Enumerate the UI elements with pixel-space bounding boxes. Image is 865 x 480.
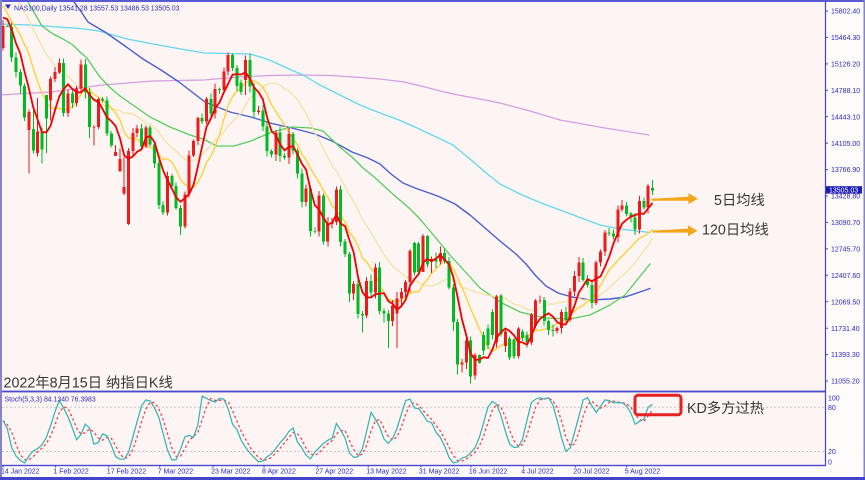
svg-text:13766.90: 13766.90 [831,167,860,174]
svg-text:11731.40: 11731.40 [831,326,860,333]
svg-text:13 May 2022: 13 May 2022 [366,469,407,476]
svg-text:12745.70: 12745.70 [831,247,860,254]
svg-text:1 Feb 2022: 1 Feb 2022 [53,469,89,476]
svg-text:13505.03: 13505.03 [829,187,858,194]
svg-text:100: 100 [828,395,840,402]
svg-text:5 Aug 2022: 5 Aug 2022 [625,469,661,476]
svg-text:NAS100,Daily 13541.28 13557.5: NAS100,Daily 13541.28 13557.53 13486.53 … [14,6,180,13]
svg-text:5日均线: 5日均线 [714,192,765,209]
svg-text:14443.10: 14443.10 [831,114,860,121]
svg-text:12069.50: 12069.50 [831,299,860,306]
svg-text:31 May 2022: 31 May 2022 [419,469,460,476]
svg-text:4 Jul 2022: 4 Jul 2022 [521,469,553,476]
svg-text:15126.20: 15126.20 [831,62,860,69]
svg-text:8 Apr 2022: 8 Apr 2022 [262,469,296,476]
svg-text:15464.30: 15464.30 [831,35,860,42]
svg-text:11055.20: 11055.20 [831,379,860,386]
svg-text:2022年8月15日 纳指日K线: 2022年8月15日 纳指日K线 [4,375,173,392]
svg-text:13090.70: 13090.70 [831,220,860,227]
svg-text:KD多方过热: KD多方过热 [687,400,764,417]
svg-text:14 Jan 2022: 14 Jan 2022 [1,469,40,476]
svg-text:12407.60: 12407.60 [831,273,860,280]
svg-text:17 Feb 2022: 17 Feb 2022 [107,469,146,476]
svg-text:13428.80: 13428.80 [831,194,860,201]
svg-text:27 Apr 2022: 27 Apr 2022 [315,469,353,476]
svg-text:11393.30: 11393.30 [831,352,860,359]
svg-text:80: 80 [828,405,836,412]
svg-text:20 Jul 2022: 20 Jul 2022 [573,469,609,476]
svg-text:14105.00: 14105.00 [831,141,860,148]
svg-text:23 Mar 2022: 23 Mar 2022 [211,469,250,476]
svg-text:120日均线: 120日均线 [702,222,769,239]
svg-text:14788.10: 14788.10 [831,88,860,95]
svg-text:Stoch(5,3,3) 84.1340 76.3983: Stoch(5,3,3) 84.1340 76.3983 [5,397,96,404]
svg-text:20: 20 [828,449,836,456]
svg-text:15802.40: 15802.40 [831,9,860,16]
svg-text:7 Mar 2022: 7 Mar 2022 [158,469,194,476]
svg-text:16 Jun 2022: 16 Jun 2022 [469,469,508,476]
svg-text:0: 0 [828,459,832,466]
